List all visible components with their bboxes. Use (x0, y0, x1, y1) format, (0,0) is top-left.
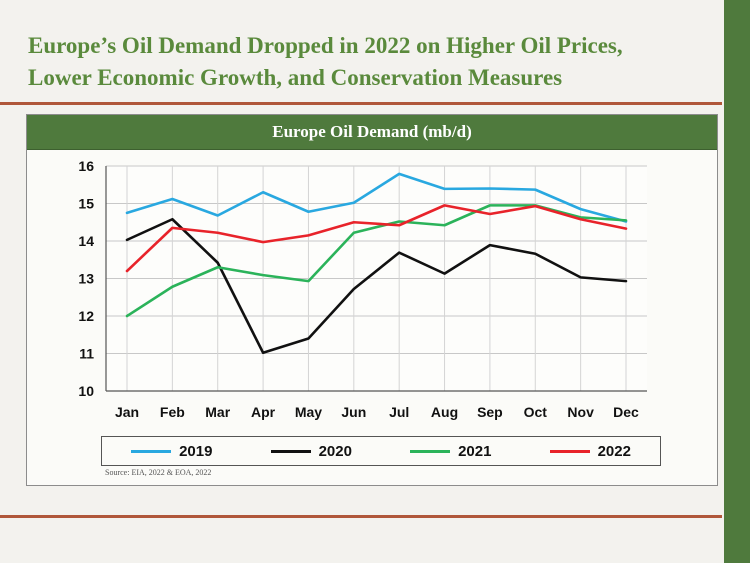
legend-swatch-2022 (549, 449, 590, 453)
legend-item-2019: 2019 (131, 443, 212, 460)
slide-title: Europe’s Oil Demand Dropped in 2022 on H… (28, 30, 718, 94)
x-tick-label-jan: Jan (115, 404, 139, 420)
y-tick-label-16: 16 (78, 158, 94, 174)
series-line-2022 (125, 204, 628, 273)
y-tick-label-14: 14 (78, 233, 94, 249)
x-tick-label-may: May (295, 404, 322, 420)
legend-swatch-2021 (410, 449, 451, 453)
y-tick-label-13: 13 (78, 271, 94, 287)
chart-legend: 2019 2020 2021 2022 (101, 436, 661, 466)
series-line-2020 (125, 217, 628, 355)
series-line-2019 (125, 172, 628, 223)
source-note: Source: EIA, 2022 & EOA, 2022 (105, 468, 212, 477)
x-tick-label-apr: Apr (251, 404, 276, 420)
line-chart: 10 11 12 13 14 15 16 Jan Feb Mar Apr May Jun Jul Aug Se… (78, 158, 647, 420)
y-tick-label-11: 11 (79, 346, 94, 362)
legend-item-2021: 2021 (410, 443, 491, 460)
chart-title: Europe Oil Demand (mb/d) (272, 122, 472, 141)
slide-title-line-1: Europe’s Oil Demand Dropped in 2022 on H… (28, 33, 623, 58)
y-tick-label-15: 15 (78, 196, 94, 212)
legend-label-2022: 2022 (597, 442, 631, 460)
top-divider (0, 102, 722, 105)
legend-item-2020: 2020 (270, 442, 352, 460)
x-tick-label-jul: Jul (389, 404, 409, 420)
x-tick-label-oct: Oct (524, 404, 548, 420)
x-tick-label-dec: Dec (613, 404, 639, 420)
legend-label-2020: 2020 (318, 442, 352, 460)
x-tick-label-mar: Mar (205, 404, 230, 420)
legend-item-2022: 2022 (549, 442, 631, 460)
legend-swatch-2019 (131, 449, 172, 453)
y-tick-label-12: 12 (78, 308, 94, 324)
x-tick-label-feb: Feb (160, 404, 185, 420)
chart-panel: Europe Oil Demand (mb/d) 10 11 12 13 14 15 16 J… (26, 114, 718, 486)
chart-title-bar: Europe Oil Demand (mb/d) (27, 115, 717, 150)
y-tick-label-10: 10 (78, 383, 94, 399)
legend-label-2021: 2021 (458, 442, 492, 460)
side-accent-bar (724, 0, 750, 563)
x-tick-label-jun: Jun (341, 404, 366, 420)
bottom-divider (0, 515, 722, 518)
legend-label-2019: 2019 (179, 442, 213, 460)
x-tick-label-sep: Sep (477, 404, 503, 420)
slide-title-line-2: Lower Economic Growth, and Conservation … (28, 65, 563, 90)
legend-swatch-2020 (270, 449, 311, 453)
x-tick-label-nov: Nov (567, 404, 594, 420)
x-tick-label-aug: Aug (431, 404, 458, 420)
